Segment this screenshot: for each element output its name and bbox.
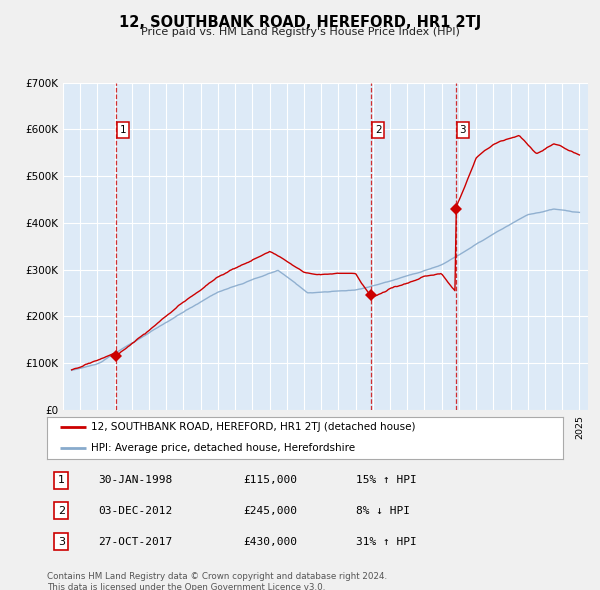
Text: 8% ↓ HPI: 8% ↓ HPI: [356, 506, 410, 516]
Text: 12, SOUTHBANK ROAD, HEREFORD, HR1 2TJ: 12, SOUTHBANK ROAD, HEREFORD, HR1 2TJ: [119, 15, 481, 30]
Text: 1: 1: [58, 475, 65, 485]
Text: 2: 2: [58, 506, 65, 516]
Text: 3: 3: [58, 537, 65, 547]
Text: £115,000: £115,000: [243, 475, 297, 485]
Text: 3: 3: [460, 125, 466, 135]
Text: 12, SOUTHBANK ROAD, HEREFORD, HR1 2TJ (detached house): 12, SOUTHBANK ROAD, HEREFORD, HR1 2TJ (d…: [91, 422, 415, 432]
Text: 15% ↑ HPI: 15% ↑ HPI: [356, 475, 417, 485]
Text: HPI: Average price, detached house, Herefordshire: HPI: Average price, detached house, Here…: [91, 443, 355, 453]
Text: Price paid vs. HM Land Registry's House Price Index (HPI): Price paid vs. HM Land Registry's House …: [140, 27, 460, 37]
Text: 30-JAN-1998: 30-JAN-1998: [98, 475, 173, 485]
Text: 31% ↑ HPI: 31% ↑ HPI: [356, 537, 417, 547]
Text: 27-OCT-2017: 27-OCT-2017: [98, 537, 173, 547]
Text: £245,000: £245,000: [243, 506, 297, 516]
Text: Contains HM Land Registry data © Crown copyright and database right 2024.
This d: Contains HM Land Registry data © Crown c…: [47, 572, 387, 590]
Text: 03-DEC-2012: 03-DEC-2012: [98, 506, 173, 516]
Text: £430,000: £430,000: [243, 537, 297, 547]
Text: 1: 1: [119, 125, 126, 135]
Text: 2: 2: [375, 125, 382, 135]
